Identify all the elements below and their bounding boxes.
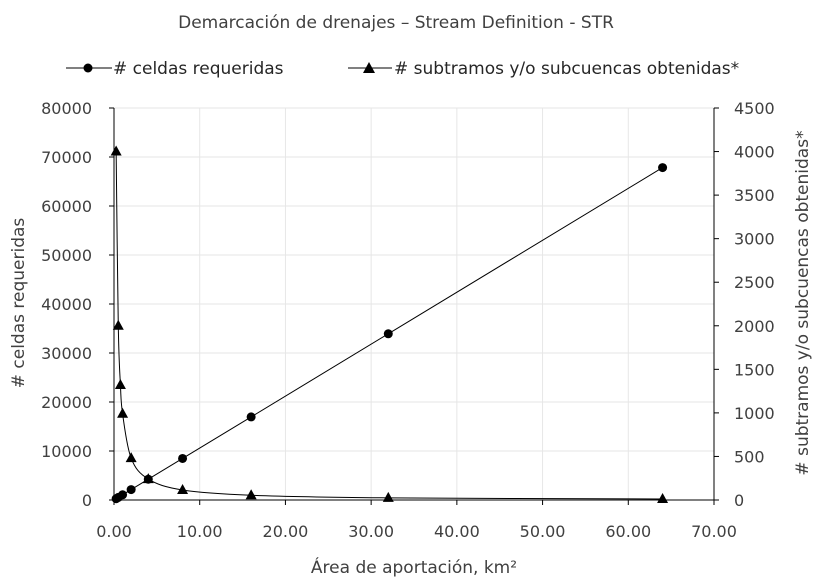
data-point-celdas — [383, 329, 393, 339]
y2-tick-label: 2500 — [734, 273, 775, 292]
y2-tick-label: 3500 — [734, 186, 775, 205]
data-point-subtramos — [657, 492, 669, 503]
y-tick-label: 10000 — [41, 442, 92, 461]
x-tick-label: 60.00 — [605, 522, 651, 541]
y-tick-label: 70000 — [41, 148, 92, 167]
chart-title: Demarcación de drenajes – Stream Definit… — [178, 13, 614, 33]
data-point-subtramos — [245, 489, 257, 500]
x-tick-label: 10.00 — [177, 522, 223, 541]
legend: # celdas requeridas # subtramos y/o subc… — [66, 59, 739, 79]
y2-tick-label: 4500 — [734, 99, 775, 118]
y-tick-label: 60000 — [41, 197, 92, 216]
y-tick-label: 20000 — [41, 393, 92, 412]
y2-tick-label: 0 — [734, 491, 744, 510]
y-tick-label: 80000 — [41, 99, 92, 118]
data-point-celdas — [118, 490, 128, 500]
y-tick-label: 0 — [82, 491, 92, 510]
data-point-subtramos — [114, 379, 126, 390]
x-tick-label: 50.00 — [520, 522, 566, 541]
y-tick-label: 40000 — [41, 295, 92, 314]
series-line-1 — [115, 151, 663, 500]
data-point-celdas — [126, 485, 136, 495]
data-point-subtramos — [112, 319, 124, 330]
y2-tick-labels: 0 500 1000 1500 2000 2500 3000 3500 4000 4500 — [734, 99, 775, 510]
x-tick-label: 0.00 — [96, 522, 132, 541]
y-tick-labels: 0 10000 20000 30000 40000 50000 60000 70000 8000… — [41, 99, 92, 510]
data-point-celdas — [178, 453, 188, 463]
legend-label-subtramos: # subtramos y/o subcuencas obtenidas* — [394, 59, 739, 79]
x-tick-label: 40.00 — [434, 522, 480, 541]
x-tick-label: 30.00 — [348, 522, 394, 541]
y-axis-label: # celdas requeridas — [9, 218, 29, 389]
y2-tick-label: 2000 — [734, 317, 775, 336]
y2-tick-label: 500 — [734, 447, 765, 466]
data-point-subtramos — [382, 491, 394, 502]
y2-tick-label: 3000 — [734, 230, 775, 249]
gridlines — [114, 107, 715, 500]
series-layer — [110, 145, 669, 504]
legend-marker-celdas — [83, 63, 93, 73]
x-axis-label: Área de aportación, km² — [311, 556, 517, 578]
data-point-celdas — [246, 412, 256, 422]
data-point-subtramos — [110, 145, 122, 156]
x-tick-label: 70.00 — [691, 522, 737, 541]
legend-marker-subtramos — [363, 62, 375, 73]
y2-tick-label: 1500 — [734, 360, 775, 379]
axes — [109, 107, 719, 505]
y-tick-label: 50000 — [41, 246, 92, 265]
data-point-celdas — [658, 163, 668, 173]
y-tick-label: 30000 — [41, 344, 92, 363]
data-point-subtramos — [117, 407, 129, 418]
x-tick-label: 20.00 — [263, 522, 309, 541]
data-point-subtramos — [177, 483, 189, 494]
x-tick-labels: 0.00 10.00 20.00 30.00 40.00 50.00 60.00 70.00 — [96, 522, 737, 541]
legend-label-celdas: # celdas requeridas — [113, 59, 284, 79]
y2-axis-label: # subtramos y/o subcuencas obtenidas* — [793, 130, 813, 475]
y2-tick-label: 1000 — [734, 404, 775, 423]
data-point-subtramos — [142, 473, 154, 484]
data-point-subtramos — [125, 452, 137, 463]
y2-tick-label: 4000 — [734, 143, 775, 162]
